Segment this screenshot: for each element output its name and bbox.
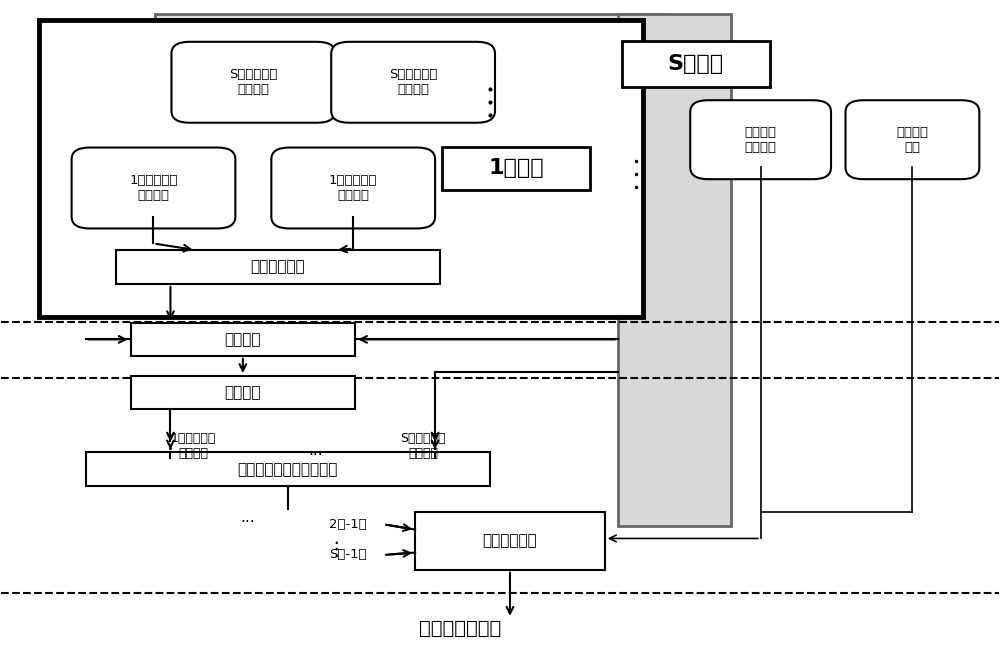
Text: 相干积累: 相干积累 bbox=[225, 385, 261, 400]
FancyBboxPatch shape bbox=[86, 453, 490, 486]
FancyBboxPatch shape bbox=[331, 42, 495, 123]
FancyBboxPatch shape bbox=[116, 250, 440, 284]
Text: 1号卫星的测
量站信号: 1号卫星的测 量站信号 bbox=[329, 174, 377, 202]
Text: 测量站的
粗略坐标: 测量站的 粗略坐标 bbox=[745, 126, 777, 154]
Text: 基准站的
坐标: 基准站的 坐标 bbox=[896, 126, 928, 154]
Text: S号卫星的测
量站信号: S号卫星的测 量站信号 bbox=[389, 68, 437, 96]
Text: 星间差分和基线延迟补偿: 星间差分和基线延迟补偿 bbox=[238, 462, 338, 477]
FancyBboxPatch shape bbox=[131, 323, 355, 356]
FancyBboxPatch shape bbox=[442, 147, 590, 190]
Text: 峰值信号提取: 峰值信号提取 bbox=[250, 260, 305, 275]
Text: S号卫星站间
差分结果: S号卫星站间 差分结果 bbox=[400, 432, 446, 460]
Text: 1号卫星: 1号卫星 bbox=[488, 158, 544, 179]
FancyBboxPatch shape bbox=[271, 148, 435, 228]
Text: S号卫星: S号卫星 bbox=[668, 54, 724, 74]
Text: ...: ... bbox=[308, 443, 323, 458]
Text: ⋮: ⋮ bbox=[326, 540, 346, 559]
Text: 共轭相乘: 共轭相乘 bbox=[225, 332, 261, 347]
FancyBboxPatch shape bbox=[690, 100, 831, 179]
Text: 测站坐标估计值: 测站坐标估计值 bbox=[419, 619, 501, 638]
FancyBboxPatch shape bbox=[72, 148, 235, 228]
Text: 2号-1号: 2号-1号 bbox=[329, 518, 367, 531]
Text: 1号卫星站间
差分结果: 1号卫星站间 差分结果 bbox=[171, 432, 216, 460]
FancyBboxPatch shape bbox=[131, 376, 355, 409]
Text: 整数最小二乘: 整数最小二乘 bbox=[483, 534, 537, 549]
FancyBboxPatch shape bbox=[39, 20, 643, 317]
Text: ...: ... bbox=[241, 510, 255, 525]
FancyBboxPatch shape bbox=[618, 14, 731, 526]
FancyBboxPatch shape bbox=[846, 100, 979, 179]
Text: 1号卫星的基
准站信号: 1号卫星的基 准站信号 bbox=[129, 174, 178, 202]
FancyBboxPatch shape bbox=[155, 14, 665, 186]
FancyBboxPatch shape bbox=[622, 41, 770, 88]
Text: S号-1号: S号-1号 bbox=[329, 548, 367, 561]
FancyBboxPatch shape bbox=[171, 42, 335, 123]
FancyBboxPatch shape bbox=[415, 512, 605, 570]
Text: S号卫星的基
准站信号: S号卫星的基 准站信号 bbox=[229, 68, 278, 96]
